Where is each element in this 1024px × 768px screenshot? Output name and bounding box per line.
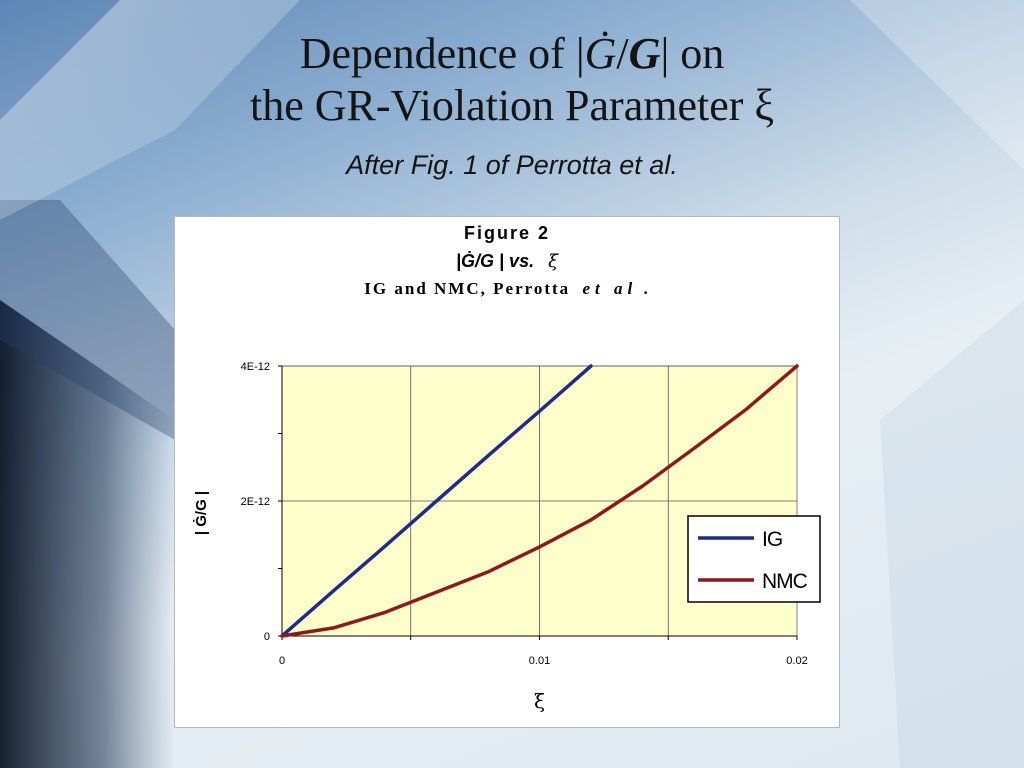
chart-title: Figure 2	[463, 223, 550, 243]
x-axis-label: ξ	[534, 689, 545, 713]
chart-caption-italic: et al	[582, 279, 638, 298]
title-gdot: Ġ	[584, 29, 617, 78]
chart-subtitle: |Ġ/G | vs. ξ	[175, 251, 839, 272]
title-g: G	[628, 29, 661, 78]
chart-subtitle-main: |Ġ/G | vs.	[455, 251, 535, 271]
chart-caption: IG and NMC, Perrotta et al .	[175, 279, 839, 299]
tick-labels: 0 2E-12 4E-12 0 0.01 0.02	[241, 361, 808, 667]
title-suffix: | on	[660, 29, 725, 78]
title-slash: /	[616, 29, 629, 78]
legend-label-nmc: NMC	[762, 570, 808, 593]
y-tick-label: 4E-12	[241, 361, 270, 373]
x-tick-label: 0.01	[529, 655, 550, 667]
legend-label-ig: IG	[762, 528, 782, 551]
title-line-1: Dependence of |Ġ/G| on	[0, 28, 1024, 80]
chart-caption-end: .	[643, 279, 650, 298]
x-tick-label: 0	[279, 655, 285, 667]
chart-subtitle-symbol: ξ	[548, 251, 559, 272]
figure-panel: Figure 2 |Ġ/G | vs. ξ IG and NMC, Perrott…	[174, 216, 840, 728]
slide-title: Dependence of |Ġ/G| on the GR-Violation …	[0, 28, 1024, 132]
y-tick-label: 2E-12	[241, 496, 270, 508]
axes	[278, 365, 798, 640]
y-axis-label: | Ġ/G |	[193, 491, 210, 535]
title-prefix: Dependence of |	[299, 29, 585, 78]
line-chart: 0 2E-12 4E-12 0 0.01 0.02 ξ | Ġ/G | IG NMC	[193, 361, 821, 713]
legend-box	[687, 515, 821, 603]
series-layer	[280, 364, 799, 638]
slide-subtitle: After Fig. 1 of Perrotta et al.	[346, 150, 678, 180]
x-tick-label: 0.02	[786, 655, 807, 667]
series-line-ig	[280, 364, 593, 638]
series-line-nmc	[280, 364, 799, 638]
y-tick-label: 0	[264, 631, 270, 643]
title-line-2: the GR-Violation Parameter ξ	[249, 81, 775, 130]
legend: IG NMC	[687, 515, 821, 603]
chart-caption-main: IG and NMC, Perrotta	[364, 279, 571, 298]
